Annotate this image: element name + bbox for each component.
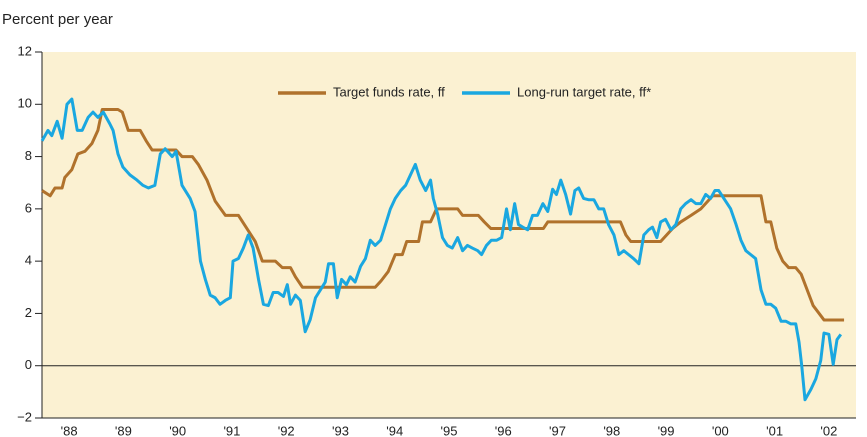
series-line <box>41 108 845 322</box>
x-tick-label: '92 <box>278 423 295 437</box>
x-tick-label: '94 <box>386 423 403 437</box>
x-tick-label: '00 <box>712 423 729 437</box>
x-tick-label: '89 <box>115 423 132 437</box>
x-tick-label: '02 <box>820 423 837 437</box>
x-tick-label: '90 <box>169 423 186 437</box>
x-tick-label: '96 <box>495 423 512 437</box>
series-line <box>40 97 843 402</box>
x-tick-label: '95 <box>441 423 458 437</box>
y-tick-label: 0 <box>25 357 32 372</box>
y-tick-label: 6 <box>25 200 32 215</box>
y-tick-label: 2 <box>25 305 32 320</box>
y-tick-label: 12 <box>18 43 32 58</box>
x-tick-label: '88 <box>61 423 78 437</box>
legend-label: Target funds rate, ff <box>333 84 445 99</box>
x-tick-label: '93 <box>332 423 349 437</box>
y-tick-label: 4 <box>25 253 32 268</box>
x-tick-label: '91 <box>223 423 240 437</box>
legend-label: Long-run target rate, ff* <box>517 84 651 99</box>
x-tick-label: '01 <box>766 423 783 437</box>
y-tick-label: −2 <box>17 409 32 424</box>
x-tick-label: '98 <box>603 423 620 437</box>
x-tick-label: '97 <box>549 423 566 437</box>
x-tick-label: '99 <box>658 423 675 437</box>
y-axis-label: Percent per year <box>2 11 113 28</box>
plot-area <box>42 52 856 418</box>
y-tick-label: 10 <box>18 96 32 111</box>
y-tick-label: 8 <box>25 148 32 163</box>
